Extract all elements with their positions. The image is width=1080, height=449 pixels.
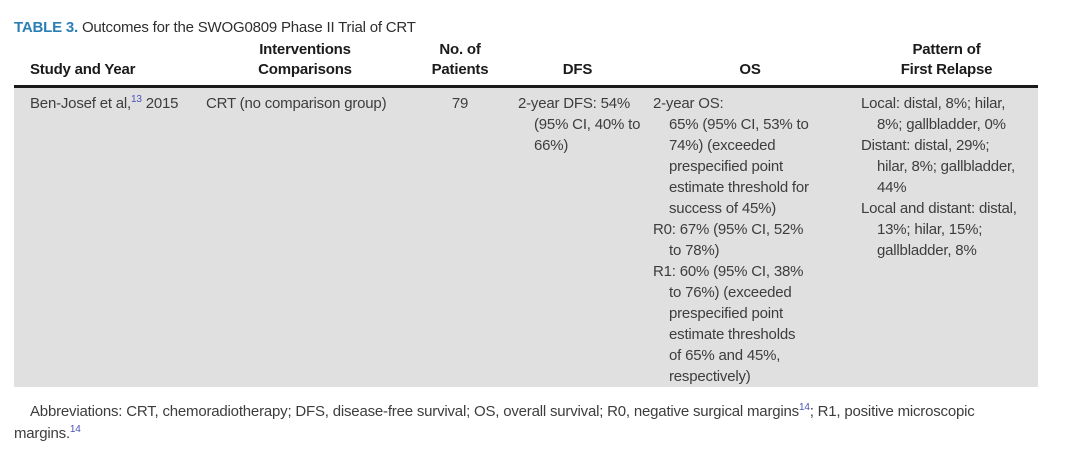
cell-text-line: 2-year OS: bbox=[653, 95, 724, 112]
text-segment: Ben-Josef et al, bbox=[30, 95, 132, 112]
cell-text-line: 66%) bbox=[534, 137, 569, 154]
column-header-interventions-comparisons: Interventions Comparisons bbox=[200, 40, 410, 88]
cell-text-line: 65% (95% CI, 53% to bbox=[669, 116, 809, 133]
abbreviations-footnote: Abbreviations: CRT, chemoradiotherapy; D… bbox=[14, 401, 1070, 445]
cell-text-line: to 78%) bbox=[669, 242, 720, 259]
cell-study-and-year: Ben-Josef et al,13 2015 bbox=[14, 86, 200, 387]
cell-text-line: 2-year DFS: 54% bbox=[518, 95, 631, 112]
column-header-pattern-of-first-relapse: Pattern of First Relapse bbox=[855, 40, 1038, 88]
footnote-line: margins.14 bbox=[14, 423, 1070, 445]
header-line: DFS bbox=[562, 61, 593, 78]
cell-text-line: Distant: distal, 29%; bbox=[861, 137, 990, 154]
citation-reference-superscript[interactable]: 14 bbox=[798, 402, 810, 413]
cell-text-line: hilar, 8%; gallbladder, bbox=[877, 158, 1015, 175]
cell-text-line: 74%) (exceeded bbox=[669, 137, 776, 154]
cell-text-line: (95% CI, 40% to bbox=[534, 116, 641, 133]
header-row: Study and Year Interventions Comparisons… bbox=[14, 40, 1038, 88]
text-segment: 2015 bbox=[141, 95, 179, 112]
cell-text-line: estimate threshold for bbox=[669, 179, 809, 196]
cell-text-line: to 76%) (exceeded bbox=[669, 284, 792, 301]
cell-text-line: prespecified point bbox=[669, 305, 783, 322]
citation-reference-superscript[interactable]: 14 bbox=[69, 424, 81, 435]
column-header-no-of-patients: No. of Patients bbox=[410, 40, 510, 88]
header-line: Pattern of bbox=[912, 41, 981, 58]
outcomes-table: Study and Year Interventions Comparisons… bbox=[14, 40, 1038, 387]
cell-text-line: of 65% and 45%, bbox=[669, 347, 781, 364]
column-header-dfs: DFS bbox=[510, 40, 645, 88]
header-line: Comparisons bbox=[258, 61, 352, 78]
table-header: Study and Year Interventions Comparisons… bbox=[14, 40, 1038, 88]
cell-pattern-of-first-relapse: Local: distal, 8%; hilar, 8%; gallbladder… bbox=[855, 86, 1038, 387]
header-line: No. of Patients bbox=[431, 41, 489, 78]
cell-text-line: Local and distant: distal, bbox=[861, 200, 1017, 217]
cell-text-line: R0: 67% (95% CI, 52% bbox=[653, 221, 804, 238]
header-line: OS bbox=[739, 61, 761, 78]
text-segment: Abbreviations: CRT, chemoradiotherapy; D… bbox=[30, 403, 799, 420]
table-body: Ben-Josef et al,13 2015 CRT (no comparis… bbox=[14, 86, 1038, 387]
cell-interventions: CRT (no comparison group) bbox=[200, 86, 410, 387]
cell-text-line: success of 45%) bbox=[669, 200, 777, 217]
cell-no-of-patients: 79 bbox=[410, 86, 510, 387]
cell-dfs: 2-year DFS: 54% (95% CI, 40% to 66%) bbox=[510, 86, 645, 387]
cell-text-line: prespecified point bbox=[669, 158, 783, 175]
cell-text-line: respectively) bbox=[669, 368, 751, 385]
footnote-line: Abbreviations: CRT, chemoradiotherapy; D… bbox=[14, 401, 1070, 423]
header-line: Interventions bbox=[259, 41, 351, 58]
cell-text-line: Local: distal, 8%; hilar, bbox=[861, 95, 1006, 112]
column-header-study-and-year: Study and Year bbox=[14, 40, 200, 88]
header-line: Study and Year bbox=[30, 61, 136, 78]
text-segment: margins. bbox=[14, 425, 70, 442]
cell-os: 2-year OS: 65% (95% CI, 53% to 74%) (excee… bbox=[645, 86, 855, 387]
table-number-label: TABLE 3. bbox=[14, 19, 78, 36]
cell-text-line: 8%; gallbladder, 0% bbox=[877, 116, 1006, 133]
table-title-text: Outcomes for the SWOG0809 Phase II Trial… bbox=[81, 19, 416, 36]
cell-text-line: estimate thresholds bbox=[669, 326, 796, 343]
column-header-os: OS bbox=[645, 40, 855, 88]
cell-text-line: gallbladder, 8% bbox=[877, 242, 977, 259]
table-row: Ben-Josef et al,13 2015 CRT (no comparis… bbox=[14, 86, 1038, 387]
cell-text-line: 13%; hilar, 15%; bbox=[877, 221, 983, 238]
citation-reference-superscript[interactable]: 13 bbox=[131, 94, 142, 105]
text-segment: ; R1, positive microscopic bbox=[809, 403, 975, 420]
header-line: First Relapse bbox=[900, 61, 993, 78]
cell-text-line: R1: 60% (95% CI, 38% bbox=[653, 263, 804, 280]
table-title: TABLE 3. Outcomes for the SWOG0809 Phase… bbox=[14, 19, 1080, 36]
cell-text-line: 44% bbox=[877, 179, 907, 196]
